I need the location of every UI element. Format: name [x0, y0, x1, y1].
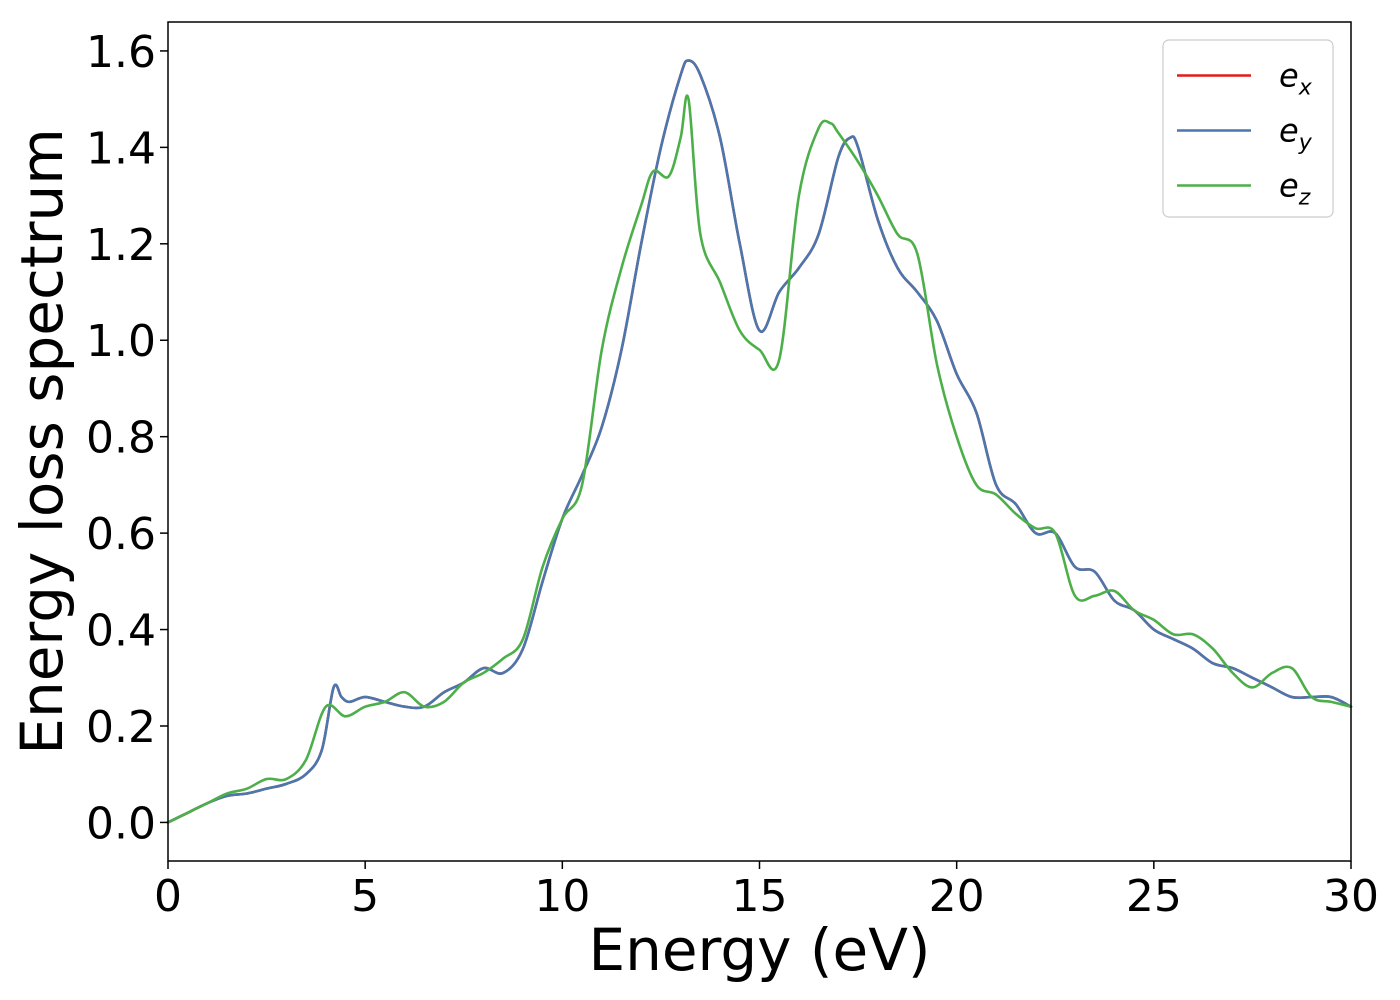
y-tick-label: 1.6	[86, 27, 156, 78]
series-layer	[166, 59, 1353, 824]
x-tick-label: 25	[1126, 871, 1182, 922]
x-tick-label: 30	[1323, 871, 1379, 922]
y-tick-label: 0.4	[86, 606, 156, 657]
y-tick-label: 0.2	[86, 702, 156, 753]
y-tick-label: 0.0	[86, 798, 156, 849]
y-tick-label: 1.0	[86, 316, 156, 367]
x-tick-label: 20	[929, 871, 985, 922]
x-tick-label: 0	[154, 871, 182, 922]
y-tick-label: 0.6	[86, 509, 156, 560]
x-tick-label: 10	[534, 871, 590, 922]
series-line-e-z	[166, 94, 1353, 824]
legend-box	[1162, 39, 1334, 218]
y-axis-label: Energy loss spectrum	[8, 128, 76, 754]
legend-label: ey	[1279, 112, 1313, 156]
x-tick-label: 15	[732, 871, 788, 922]
legend: ex ey ez	[1162, 39, 1334, 218]
plot-background	[168, 22, 1351, 861]
y-axis: 0.0 0.2 0.4 0.6 0.8 1.0 1.2 1.4 1.6	[86, 27, 168, 849]
legend-label: ez	[1279, 167, 1311, 211]
x-axis: 0 5 10 15 20 25 30	[154, 861, 1379, 922]
y-tick-label: 0.8	[86, 413, 156, 464]
y-tick-label: 1.4	[86, 123, 156, 174]
y-tick-label: 1.2	[86, 220, 156, 271]
x-axis-label: Energy (eV)	[588, 916, 930, 984]
x-tick-label: 5	[351, 871, 379, 922]
legend-label: ex	[1279, 57, 1313, 101]
